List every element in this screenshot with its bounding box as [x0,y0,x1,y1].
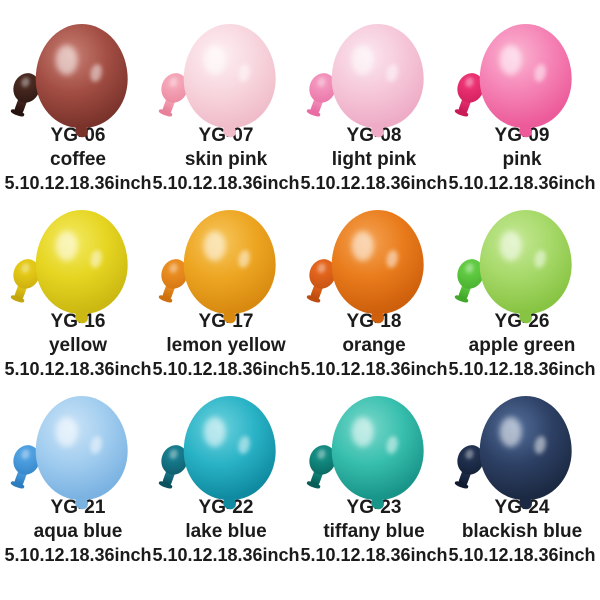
large-balloon [331,24,424,139]
product-sizes: 5.10.12.18.36inch [448,545,596,565]
balloon-photo [4,192,152,325]
product-sizes: 5.10.12.18.36inch [448,173,596,193]
product-color-name: apple green [468,335,576,356]
large-balloon [479,396,572,511]
product-color-name: lake blue [185,521,267,542]
product-sizes: 5.10.12.18.36inch [300,173,448,193]
balloon-photo [152,6,300,139]
product-cell-yg-23: YG-23 tiffany blue 5.10.12.18.36inch [300,378,448,564]
large-balloon [183,396,276,511]
large-balloon [479,210,572,325]
large-balloon [183,210,276,325]
product-sizes: 5.10.12.18.36inch [4,545,152,565]
large-balloon [35,210,128,325]
product-sizes: 5.10.12.18.36inch [4,359,152,379]
product-cell-yg-06: YG-06 coffee 5.10.12.18.36inch [4,6,152,192]
balloon-photo [4,378,152,511]
product-cell-yg-16: YG-16 yellow 5.10.12.18.36inch [4,192,152,378]
balloon-photo [152,378,300,511]
product-cell-yg-09: YG-09 pink 5.10.12.18.36inch [448,6,596,192]
product-color-name: coffee [50,149,106,170]
product-sizes: 5.10.12.18.36inch [4,173,152,193]
product-cell-yg-18: YG-18 orange 5.10.12.18.36inch [300,192,448,378]
balloon-photo [448,378,596,511]
product-cell-yg-08: YG-08 light pink 5.10.12.18.36inch [300,6,448,192]
balloon-photo [152,192,300,325]
product-cell-yg-17: YG-17 lemon yellow 5.10.12.18.36inch [152,192,300,378]
product-sizes: 5.10.12.18.36inch [152,545,300,565]
large-balloon [35,396,128,511]
product-sizes: 5.10.12.18.36inch [448,359,596,379]
large-balloon [331,396,424,511]
product-sizes: 5.10.12.18.36inch [152,359,300,379]
product-color-name: lemon yellow [166,335,286,356]
product-color-name: tiffany blue [323,521,425,542]
product-cell-yg-26: YG-26 apple green 5.10.12.18.36inch [448,192,596,378]
product-color-name: skin pink [184,149,268,170]
large-balloon [35,24,128,139]
product-color-name: orange [342,335,406,356]
balloon-photo-grid: YG-06 coffee 5.10.12.18.36inch YG-07 ski… [0,0,600,564]
product-color-name: blackish blue [461,521,583,542]
balloon-photo [300,6,448,139]
product-cell-yg-22: YG-22 lake blue 5.10.12.18.36inch [152,378,300,564]
large-balloon [331,210,424,325]
balloon-photo [300,192,448,325]
balloon-photo [448,6,596,139]
large-balloon [183,24,276,139]
product-color-name: light pink [331,149,417,170]
large-balloon [479,24,572,139]
product-color-name: pink [502,149,542,170]
balloon-photo [448,192,596,325]
product-color-name: aqua blue [33,521,123,542]
product-sizes: 5.10.12.18.36inch [300,545,448,565]
product-sizes: 5.10.12.18.36inch [152,173,300,193]
product-sizes: 5.10.12.18.36inch [300,359,448,379]
balloon-photo [300,378,448,511]
product-cell-yg-07: YG-07 skin pink 5.10.12.18.36inch [152,6,300,192]
product-cell-yg-21: YG-21 aqua blue 5.10.12.18.36inch [4,378,152,564]
product-cell-yg-24: YG-24 blackish blue 5.10.12.18.36inch [448,378,596,564]
product-color-name: yellow [48,335,108,356]
balloon-photo [4,6,152,139]
